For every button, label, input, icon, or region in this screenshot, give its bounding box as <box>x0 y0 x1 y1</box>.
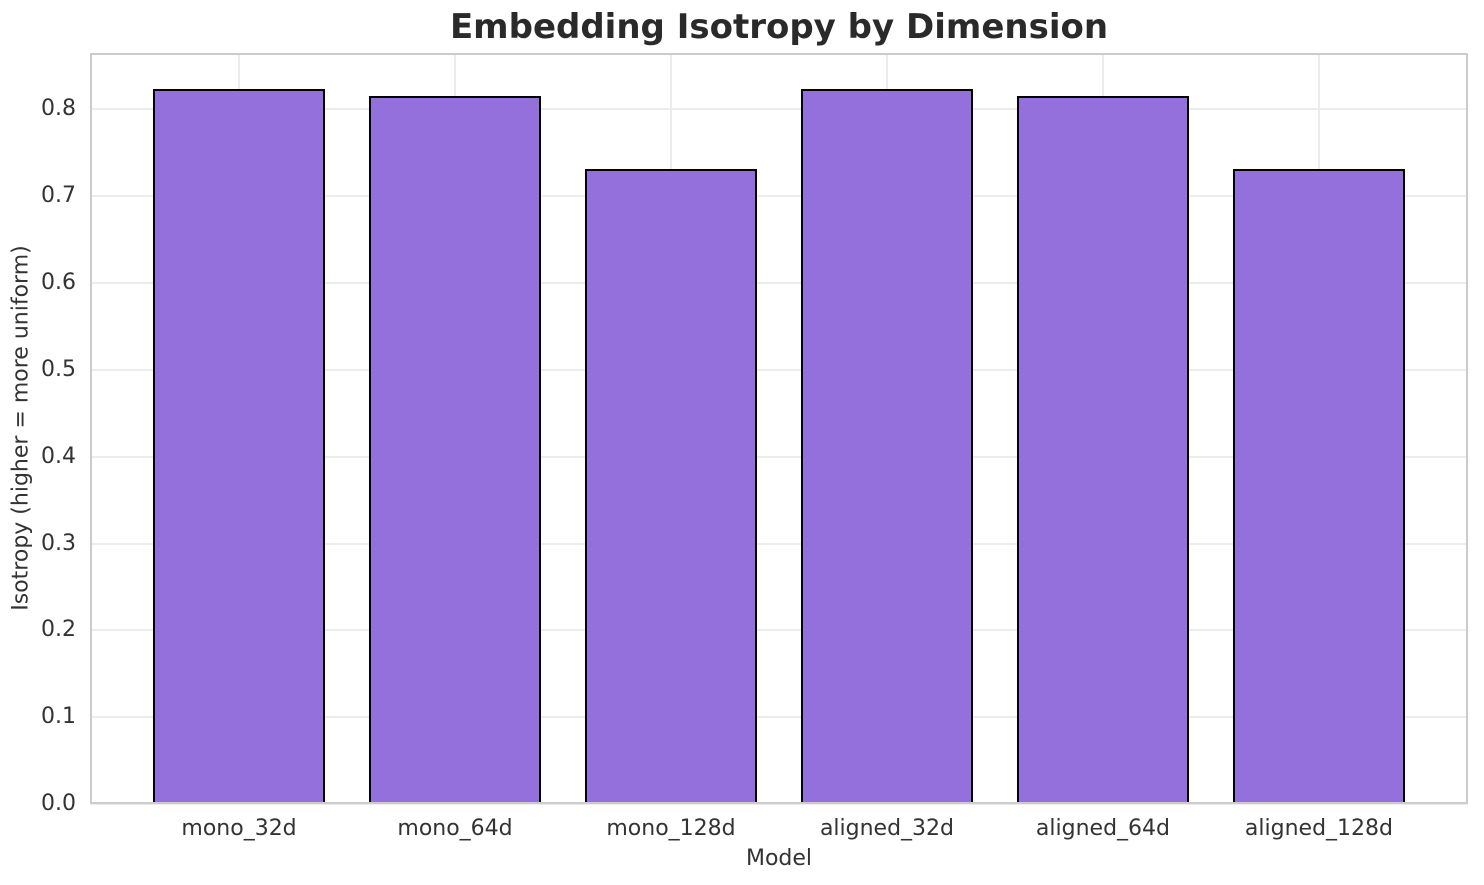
gridline-horizontal <box>90 282 1468 285</box>
x-tick-label: aligned_128d <box>1244 816 1393 841</box>
x-tick-label: aligned_32d <box>819 816 955 841</box>
gridline-horizontal <box>90 542 1468 545</box>
x-tick-label: mono_32d <box>181 816 297 841</box>
gridline-horizontal <box>90 629 1468 632</box>
bar-mono_128d <box>584 169 758 804</box>
bar-aligned_32d <box>800 89 974 804</box>
y-tick-label: 0.4 <box>41 443 76 469</box>
y-tick-label: 0.1 <box>41 704 76 730</box>
gridline-horizontal <box>90 368 1468 371</box>
gridline-horizontal <box>90 108 1468 111</box>
gridline-horizontal <box>90 455 1468 458</box>
y-tick-label: 0.5 <box>41 356 76 382</box>
bar-aligned_128d <box>1232 169 1406 804</box>
bar-aligned_64d <box>1016 96 1190 804</box>
x-tick-label: mono_64d <box>397 816 513 841</box>
y-tick-label: 0.7 <box>41 183 76 209</box>
x-axis-label: Model <box>745 846 813 871</box>
y-axis-label: Isotropy (higher = more uniform) <box>8 245 34 611</box>
x-tick-label: aligned_64d <box>1035 816 1171 841</box>
y-tick-label: 0.2 <box>41 617 76 643</box>
gridline-horizontal <box>90 195 1468 198</box>
chart-title: Embedding Isotropy by Dimension <box>449 7 1109 47</box>
y-tick-label: 0.0 <box>41 791 76 816</box>
gridline-horizontal <box>90 803 1468 805</box>
bar-mono_32d <box>152 89 326 804</box>
x-tick-label: mono_128d <box>606 816 736 841</box>
y-tick-label: 0.3 <box>41 530 76 556</box>
gridline-horizontal <box>90 716 1468 719</box>
bar-mono_64d <box>368 96 542 804</box>
y-tick-label: 0.8 <box>41 96 76 122</box>
y-tick-label: 0.6 <box>41 270 76 296</box>
plot-area <box>90 53 1468 805</box>
